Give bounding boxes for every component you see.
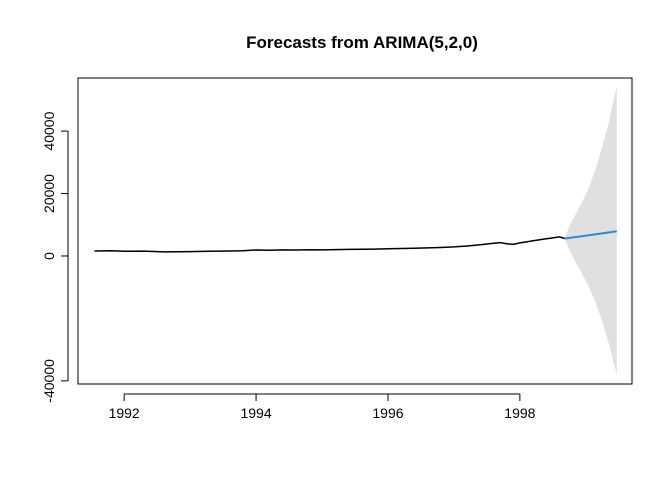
axes-layer: 1992 1994 1996 1998 -40000 0 20000 40000 <box>41 111 536 421</box>
prediction-interval-band <box>564 87 617 375</box>
x-tick-label: 1998 <box>504 405 535 421</box>
x-tick-label: 1996 <box>372 405 403 421</box>
y-tick-label: 20000 <box>41 174 57 213</box>
plot-layer <box>94 87 617 375</box>
forecast-series-line <box>564 230 617 240</box>
y-tick-label: 40000 <box>41 111 57 150</box>
y-tick-label: 0 <box>41 252 57 260</box>
chart-title: Forecasts from ARIMA(5,2,0) <box>246 33 478 52</box>
plot-frame <box>77 77 633 385</box>
x-tick-label: 1994 <box>240 405 271 421</box>
y-tick-label: -40000 <box>41 359 57 403</box>
x-tick-label: 1992 <box>109 405 140 421</box>
history-series-line <box>94 236 565 253</box>
